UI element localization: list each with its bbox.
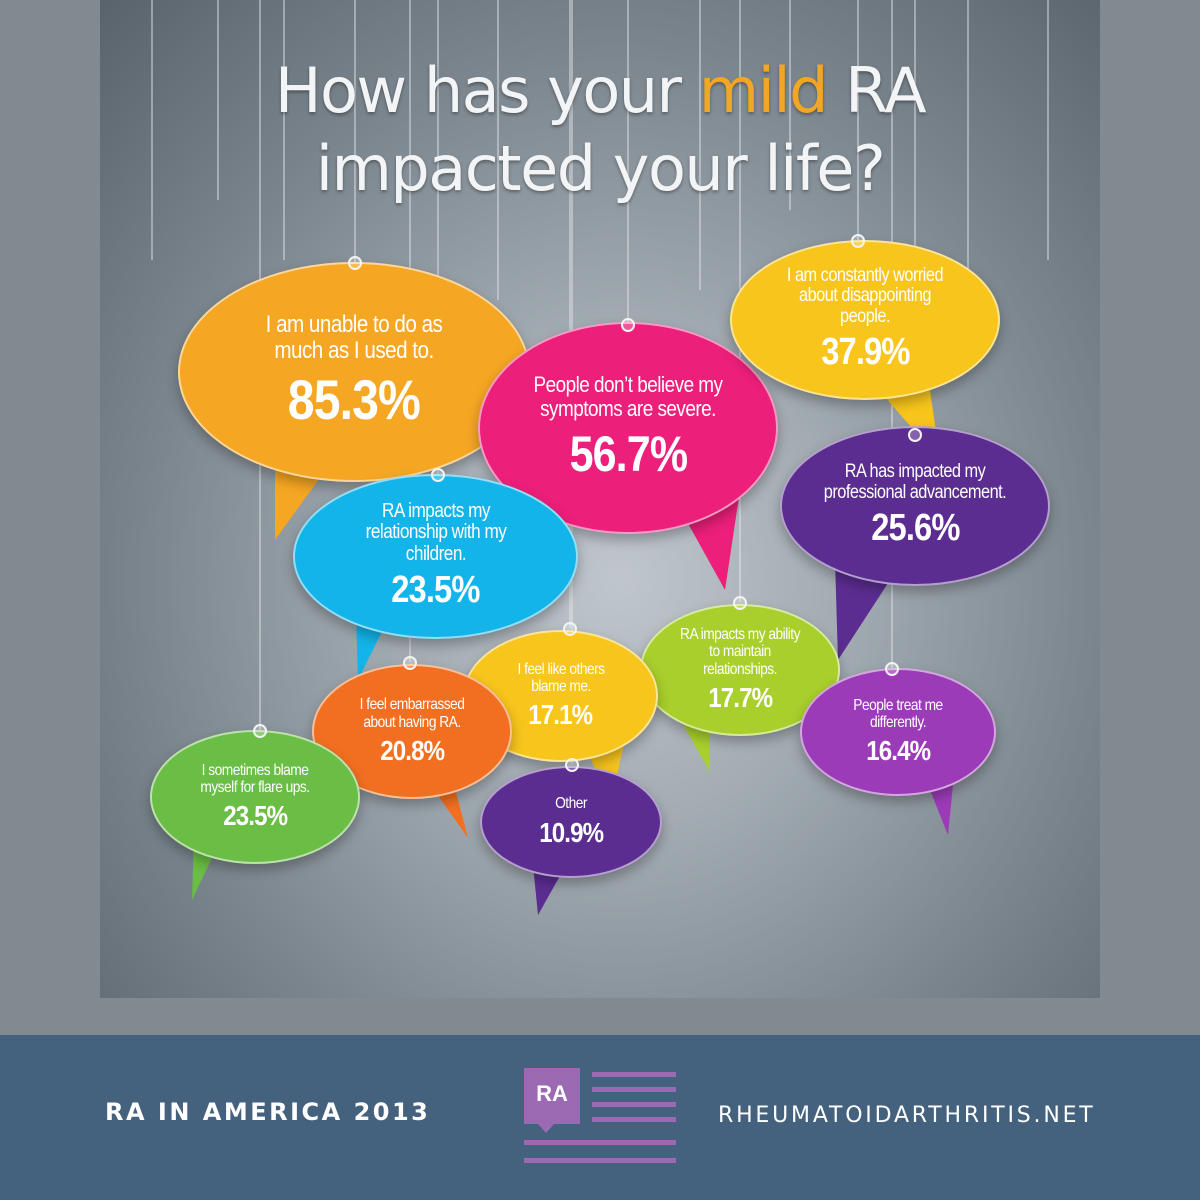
bubble-unable-text: I am unable to do as much as I used to. xyxy=(265,310,443,364)
bubble-children: RA impacts my relationship with my child… xyxy=(293,474,578,639)
bubble-other-text: Other xyxy=(555,795,587,813)
bubble-other-value: 10.9% xyxy=(539,816,604,848)
bubble-other: Other 10.9% xyxy=(480,766,662,878)
hanging-ring xyxy=(851,234,865,248)
hanging-ring xyxy=(885,662,899,676)
ra-logo-text: RA xyxy=(536,1081,568,1106)
bubble-worried-value: 37.9% xyxy=(820,331,910,374)
bubble-treat-value: 16.4% xyxy=(866,735,931,767)
ra-logo-badge: RA xyxy=(524,1068,580,1124)
bubble-believe-text: People don’t believe my symptoms are sev… xyxy=(533,372,723,421)
bubble-blame-self-text: I sometimes blame myself for flare ups. xyxy=(200,761,310,796)
logo-stripe xyxy=(524,1158,676,1163)
bubble-children-value: 23.5% xyxy=(391,569,480,612)
hanging-ring xyxy=(253,724,267,738)
logo-stripe xyxy=(592,1072,676,1077)
bubble-blame-self-value: 23.5% xyxy=(223,800,288,832)
bubble-embarrassed-value: 20.8% xyxy=(380,734,445,766)
bubble-treat: People treat me differently. 16.4% xyxy=(800,668,996,796)
title-accent: mild xyxy=(698,54,829,127)
bubble-believe: People don’t believe my symptoms are sev… xyxy=(478,322,778,534)
logo-stripe xyxy=(524,1140,676,1145)
bubble-blame-others-text: I feel like others blame me. xyxy=(516,660,605,695)
bubble-blame-others-value: 17.1% xyxy=(528,699,594,731)
bubble-unable-value: 85.3% xyxy=(287,368,421,432)
bubble-maintain-text: RA impacts my ability to maintain relati… xyxy=(680,626,800,678)
title-text-end: RA xyxy=(826,54,926,127)
hanging-ring xyxy=(563,622,577,636)
hanging-ring xyxy=(565,758,579,772)
bubble-professional: RA has impacted my professional advancem… xyxy=(780,426,1050,586)
hanging-ring xyxy=(403,656,417,670)
bubble-maintain-value: 17.7% xyxy=(708,681,773,713)
logo-stripe xyxy=(592,1102,676,1107)
bubble-children-text: RA impacts my relationship with my child… xyxy=(365,499,506,565)
bubble-maintain: RA impacts my ability to maintain relati… xyxy=(640,604,840,736)
title-line-2: impacted your life? xyxy=(315,132,886,205)
bubble-believe-value: 56.7% xyxy=(569,425,687,482)
title-line-1: How has your mild RA xyxy=(100,54,1100,127)
logo-stripe xyxy=(592,1087,676,1092)
bubble-professional-text: RA has impacted my professional advancem… xyxy=(823,460,1007,503)
hanging-ring xyxy=(348,256,362,270)
logo-stripe xyxy=(592,1117,676,1122)
ra-logo: RA xyxy=(524,1068,676,1168)
bubble-treat-text: People treat me differently. xyxy=(853,696,943,731)
tail-professional xyxy=(835,560,890,660)
infographic-panel: How has your mild RA impacted your life?… xyxy=(100,0,1100,998)
hanging-ring xyxy=(621,318,635,332)
hanging-ring xyxy=(733,596,747,610)
bubble-unable: I am unable to do as much as I used to. … xyxy=(178,262,530,482)
footer-website-link[interactable]: RHEUMATOIDARTHRITIS.NET xyxy=(718,1103,1096,1128)
footer-campaign-title: RA IN AMERICA 2013 xyxy=(105,1098,431,1126)
hanging-ring xyxy=(431,468,445,482)
title-text: How has your xyxy=(274,54,699,127)
bubble-blame-self: I sometimes blame myself for flare ups. … xyxy=(150,730,360,864)
hanging-ring xyxy=(908,428,922,442)
bubble-professional-value: 25.6% xyxy=(870,507,960,550)
bubble-embarrassed-text: I feel embarrassed about having RA. xyxy=(359,696,465,731)
ra-logo-notch xyxy=(538,1124,554,1133)
bubble-worried: I am constantly worried about disappoint… xyxy=(730,240,1000,400)
bubble-worried-text: I am constantly worried about disappoint… xyxy=(786,264,944,327)
